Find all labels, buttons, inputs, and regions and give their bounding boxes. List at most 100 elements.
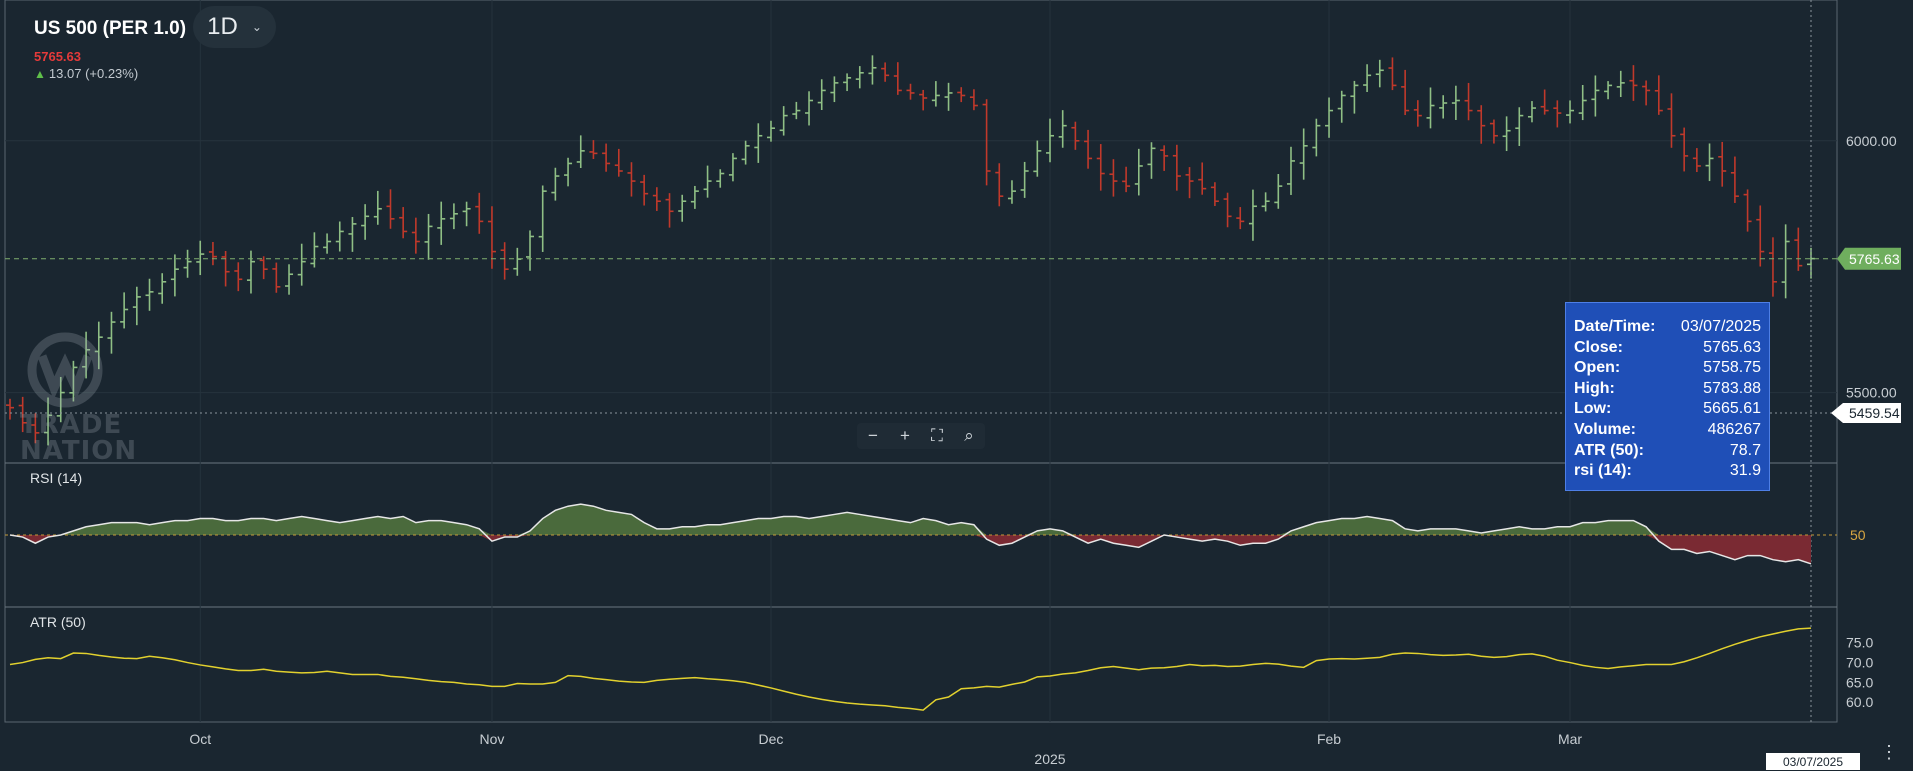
ohlc-bar <box>1198 162 1207 195</box>
ohlc-bar <box>132 286 141 326</box>
ohlc-bar <box>246 250 255 294</box>
ohlc-bar <box>1375 59 1384 88</box>
ohlc-bar <box>1604 81 1613 100</box>
ohlc-bar <box>1388 57 1397 91</box>
ohlc-bar <box>1553 100 1562 128</box>
ohlc-bar <box>1527 101 1536 123</box>
ohlc-bar <box>1185 167 1194 199</box>
tooltip-value: 486267 <box>1707 420 1761 438</box>
crosshair-price-value: 5459.54 <box>1849 405 1900 421</box>
ohlc-bar <box>449 203 458 230</box>
tooltip-value: 5758.75 <box>1703 359 1761 377</box>
more-options-icon[interactable]: ⋮ <box>1880 742 1898 762</box>
ohlc-bar <box>399 207 408 239</box>
tooltip-value: 5665.61 <box>1703 400 1761 418</box>
ohlc-bar <box>881 62 890 82</box>
tooltip-row: Date/Time: 03/07/2025 <box>1574 317 1761 338</box>
timeframe-value: 1D <box>207 13 238 40</box>
ohlc-bar <box>1807 247 1815 279</box>
ohlc-bar <box>373 190 382 225</box>
ohlc-bar <box>1286 146 1295 195</box>
ohlc-bar <box>614 148 623 177</box>
ohlc-bar <box>259 256 268 280</box>
ohlc-bar <box>1477 105 1486 144</box>
symbol-title: US 500 (PER 1.0) <box>34 18 187 39</box>
ohlc-bar <box>792 101 801 120</box>
trade-nation-logo: TRADE NATION <box>20 330 140 464</box>
ohlc-bar <box>1743 189 1752 232</box>
ohlc-bar <box>1730 156 1739 203</box>
ohlc-bar <box>1642 80 1651 106</box>
ohlc-bar <box>1210 182 1219 207</box>
atr-tick-label: 65.0 <box>1846 674 1873 690</box>
tooltip-value: 31.9 <box>1729 462 1761 480</box>
y-tick-label: 6000.00 <box>1846 133 1897 149</box>
tooltip-label: Low: <box>1574 400 1612 418</box>
ohlc-bar <box>513 247 522 276</box>
ohlc-bar <box>1261 192 1270 212</box>
ohlc-bar <box>1667 93 1676 148</box>
ohlc-bar <box>386 189 395 229</box>
ohlc-bar <box>1363 64 1372 92</box>
ohlc-bar <box>1223 192 1232 228</box>
ohlc-bar <box>754 123 763 163</box>
ohlc-bar <box>462 201 471 227</box>
tooltip-label: ATR (50): <box>1574 441 1644 459</box>
ohlc-bar <box>551 167 560 201</box>
ohlc-bar <box>1540 89 1549 115</box>
ohlc-bar <box>766 120 775 142</box>
crosshair-price-tag <box>1831 402 1901 423</box>
ohlc-bar <box>310 232 319 268</box>
ohlc-bar <box>411 217 420 254</box>
fit-screen-icon[interactable]: ⛶ <box>931 426 943 445</box>
ohlc-bar <box>589 140 598 160</box>
current-price-tag <box>1837 247 1901 270</box>
ohlc-bar <box>323 233 332 254</box>
ohlc-bar <box>221 250 230 287</box>
ohlc-bar <box>56 376 65 423</box>
ohlc-bar <box>526 230 535 271</box>
reset-zoom-icon[interactable]: ⌕ <box>964 426 974 445</box>
zoom-in-icon[interactable]: + <box>900 426 910 445</box>
ohlc-bar <box>1705 143 1714 182</box>
ohlc-bar <box>602 143 611 172</box>
ohlc-bar <box>1122 166 1131 193</box>
ohlc-bar <box>830 76 839 103</box>
ohlc-bar <box>1464 82 1473 121</box>
y-tick-label: 5500.00 <box>1846 385 1897 401</box>
ohlc-bar <box>1718 141 1727 187</box>
ohlc-bar <box>690 185 699 209</box>
ohlc-bar <box>957 87 966 103</box>
ohlc-bar <box>1680 127 1689 172</box>
ohlc-bar <box>6 398 14 420</box>
ohlc-bar <box>1426 87 1435 129</box>
ohlc-bar <box>1007 180 1016 204</box>
x-tick-label: Mar <box>1558 731 1582 747</box>
ohlc-bar <box>716 169 725 188</box>
logo-mark-icon <box>27 332 103 408</box>
ohlc-bar <box>1020 161 1029 198</box>
timeframe-select[interactable]: 1D ⌄ <box>193 6 276 48</box>
ohlc-bar <box>69 360 78 402</box>
ohlc-bar <box>107 311 116 354</box>
ohlc-bar <box>18 396 27 433</box>
ohlc-bar <box>487 206 496 269</box>
atr-tick-label: 60.0 <box>1846 694 1873 710</box>
zoom-out-icon[interactable]: − <box>868 426 878 445</box>
ohlc-bar <box>285 264 294 295</box>
ohlc-bar <box>1071 121 1080 150</box>
ohlc-bar <box>1312 118 1321 157</box>
ohlc-bar <box>855 66 864 89</box>
last-price: 5765.63 <box>34 49 81 64</box>
ohlc-bar <box>817 79 826 111</box>
tooltip-row: ATR (50): 78.7 <box>1574 441 1761 462</box>
ohlc-bar <box>627 162 636 197</box>
ohlc-bar <box>1350 80 1359 114</box>
rsi-title: RSI (14) <box>30 470 82 486</box>
tooltip-value: 78.7 <box>1729 441 1761 459</box>
ohlc-bar <box>1756 205 1765 267</box>
cursor-date-label: 03/07/2025 <box>1766 753 1860 770</box>
ohlc-bar <box>969 89 978 111</box>
ohlc-bar <box>995 163 1004 207</box>
